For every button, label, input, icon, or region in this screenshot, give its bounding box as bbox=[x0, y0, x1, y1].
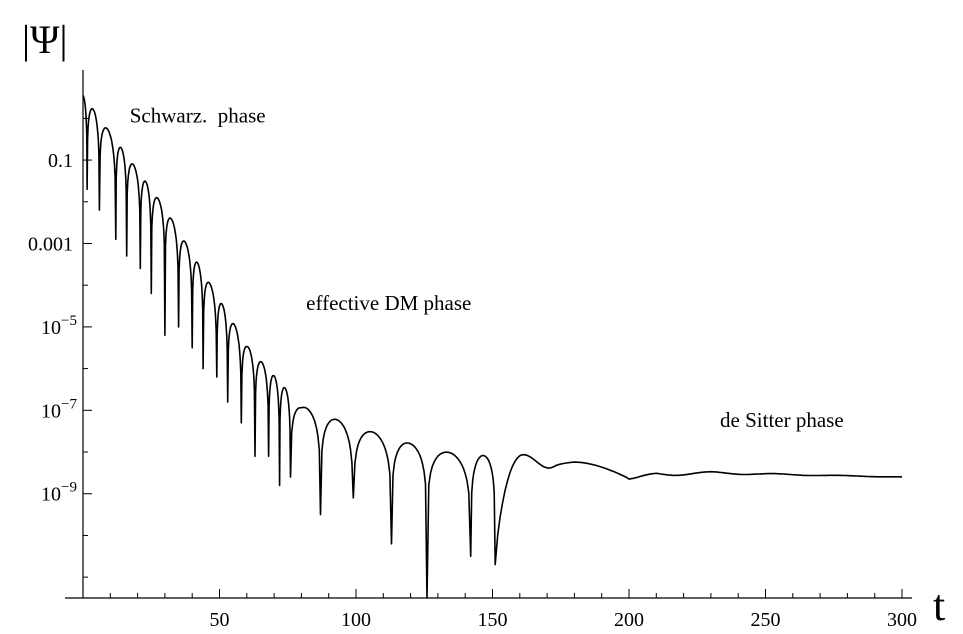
y-tick-label: 10−7 bbox=[41, 396, 77, 422]
y-tick-label: 0.1 bbox=[48, 150, 73, 172]
phase-annotation-2: de Sitter phase bbox=[720, 408, 844, 432]
x-tick-label: 150 bbox=[478, 609, 508, 631]
labels: 50 100 150 200 250 300 0.1 0.001 10−5 10−7 10−9 |Ψ|… bbox=[22, 17, 945, 631]
axes bbox=[65, 70, 912, 599]
series-line-psi bbox=[82, 94, 903, 599]
y-tick-label: 0.001 bbox=[28, 233, 73, 255]
phase-annotation-0: Schwarz. phase bbox=[130, 104, 266, 128]
x-tick-label: 100 bbox=[341, 609, 371, 631]
x-tick-label: 200 bbox=[614, 609, 644, 631]
phase-annotation-1: effective DM phase bbox=[306, 291, 471, 315]
y-tick-label: 10−9 bbox=[41, 480, 77, 506]
y-tick-label: 10−5 bbox=[41, 313, 77, 339]
x-tick-label: 250 bbox=[751, 609, 781, 631]
y-axis-title: |Ψ| bbox=[22, 17, 68, 62]
x-axis-title: t bbox=[933, 581, 945, 630]
x-tick-label: 50 bbox=[210, 609, 230, 631]
ticks bbox=[83, 117, 903, 598]
x-tick-label: 300 bbox=[887, 609, 917, 631]
